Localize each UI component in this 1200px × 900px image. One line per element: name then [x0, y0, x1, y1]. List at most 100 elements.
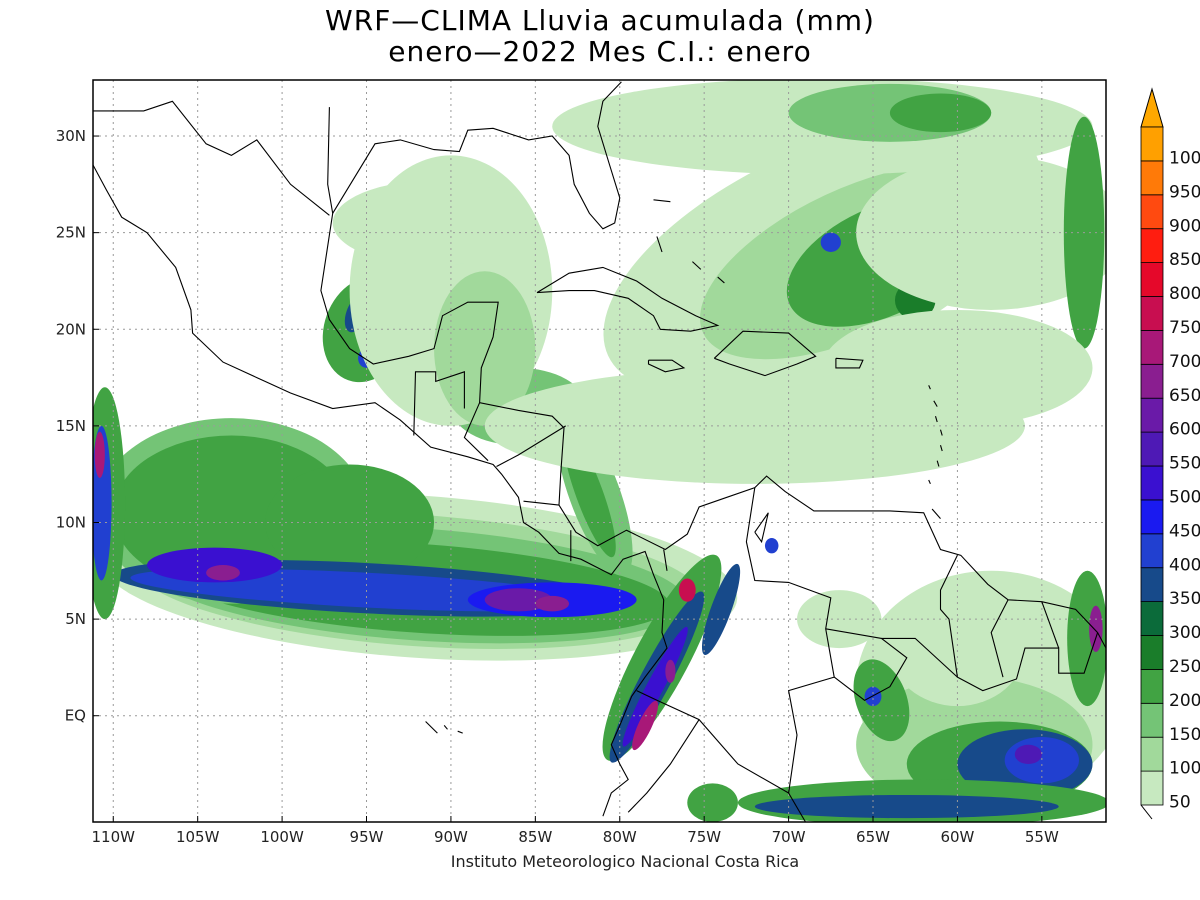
coastline-segment — [413, 371, 465, 436]
rainfall-contour — [622, 626, 688, 747]
rainfall-contour — [889, 590, 1025, 707]
lon-tick-label: 60W — [940, 828, 974, 846]
colorbar-swatch — [1140, 194, 1164, 230]
coastline-segment — [536, 266, 720, 332]
colorbar-swatch — [1140, 702, 1164, 738]
coastline-segment — [656, 236, 663, 253]
coastline-segment — [825, 628, 908, 701]
rainfall-contour — [820, 232, 841, 252]
coastline-segment — [523, 500, 560, 506]
rainfall-contour — [332, 180, 536, 266]
colorbar-swatch — [1140, 499, 1164, 535]
lon-tick-label: 85W — [518, 828, 552, 846]
colorbar-label: 150 — [1169, 725, 1200, 745]
rainfall-contour — [764, 537, 779, 554]
rainfall-contour — [678, 578, 696, 602]
colorbar-swatch — [1140, 601, 1164, 636]
coastline-segment — [463, 402, 489, 462]
map-frame — [92, 79, 1107, 823]
rainfall-contour — [797, 590, 882, 649]
colorbar-label: 550 — [1169, 454, 1200, 474]
lon-tick-label: 100W — [260, 828, 304, 846]
colorbar-label: 450 — [1169, 521, 1200, 541]
coastline-segment — [320, 213, 1106, 649]
colorbar-swatch — [1140, 736, 1164, 772]
colorbar-label: 600 — [1169, 420, 1200, 440]
coastline-segment — [1041, 601, 1060, 649]
rainfall-contour — [484, 588, 553, 612]
lat-tick-label: 25N — [56, 224, 86, 242]
colorbar-swatch — [1140, 669, 1164, 704]
coastline-segment — [425, 721, 438, 734]
coastline-segment — [939, 445, 943, 452]
coastline-segment — [881, 637, 958, 678]
colorbar-label: 350 — [1169, 589, 1200, 609]
colorbar-label: 300 — [1169, 623, 1200, 643]
colorbar-swatch — [1140, 363, 1164, 399]
coastline-segment — [653, 199, 671, 203]
colorbar-label: 200 — [1169, 691, 1200, 711]
rainfall-contour — [632, 700, 659, 751]
coastline-segment — [939, 555, 1099, 692]
rainfall-contour — [535, 595, 570, 612]
lon-tick-label: 90W — [434, 828, 468, 846]
lon-tick-label: 105W — [176, 828, 220, 846]
colorbar-swatch — [1140, 635, 1164, 670]
colorbar-label: 800 — [1169, 284, 1200, 304]
coastline-segment — [931, 508, 941, 519]
coastline-segment — [835, 357, 864, 369]
lon-tick-label: 95W — [350, 828, 384, 846]
rainfall-contour — [434, 271, 536, 426]
colorbar-swatch — [1140, 431, 1164, 467]
lat-tick-label: 5N — [65, 610, 86, 628]
colorbar-label: 900 — [1169, 216, 1200, 236]
colorbar-label: 1000 — [1169, 149, 1200, 169]
colorbar-label: 400 — [1169, 555, 1200, 575]
coastline-segment — [990, 599, 1009, 678]
colorbar-legend: 50 100 150 200 250 300 350 400 450 500 550 600 650 70… — [1140, 87, 1200, 820]
rainfall-contour — [853, 659, 910, 742]
colorbar-label: 850 — [1169, 250, 1200, 270]
colorbar-swatch — [1140, 397, 1164, 433]
colorbar-swatch — [1140, 465, 1164, 501]
colorbar-swatch — [1140, 567, 1164, 603]
colorbar-label: 750 — [1169, 318, 1200, 338]
coastline-segment — [636, 487, 835, 794]
colorbar-label: 500 — [1169, 488, 1200, 508]
colorbar-label: 650 — [1169, 386, 1200, 406]
rainfall-contour — [206, 565, 240, 581]
coastline-segment — [939, 429, 943, 436]
rainfall-contour — [1067, 570, 1106, 707]
coastlines — [93, 81, 1106, 822]
colorbar-label: 100 — [1169, 759, 1200, 779]
colorbar-label: 700 — [1169, 352, 1200, 372]
colorbar-swatch — [1140, 329, 1164, 365]
coastline-segment — [934, 416, 938, 423]
rainfall-contour — [754, 794, 1059, 819]
coastline-segment — [663, 549, 668, 571]
rainfall-contour — [1014, 744, 1042, 765]
lon-tick-label: 65W — [856, 828, 890, 846]
lon-tick-label: 110W — [92, 828, 136, 846]
coastline-segment — [627, 719, 700, 813]
rainfall-contour — [265, 464, 435, 581]
colorbar-overflow-triangle — [1140, 87, 1164, 128]
lon-tick-label: 70W — [772, 828, 806, 846]
rainfall-contour — [147, 547, 283, 583]
coastline-segment — [936, 460, 940, 467]
coastline-segment — [647, 359, 686, 373]
coastline-segment — [443, 725, 448, 730]
chart-title: WRF—CLIMA Lluvia acumulada (mm) — [325, 4, 875, 37]
colorbar-swatch — [1140, 770, 1164, 806]
rainfall-contour — [889, 93, 992, 133]
colorbar-swatch — [1140, 228, 1164, 263]
colorbar-label: 250 — [1169, 657, 1200, 677]
lat-tick-label: EQ — [65, 707, 86, 725]
coastline-segment — [933, 400, 938, 407]
coastline-segment — [928, 385, 931, 390]
rainfall-contour — [701, 563, 741, 655]
colorbar-label: 950 — [1169, 182, 1200, 202]
coastline-segment — [457, 730, 463, 734]
lat-tick-label: 10N — [56, 513, 86, 531]
rainfall-contour — [1089, 605, 1103, 652]
